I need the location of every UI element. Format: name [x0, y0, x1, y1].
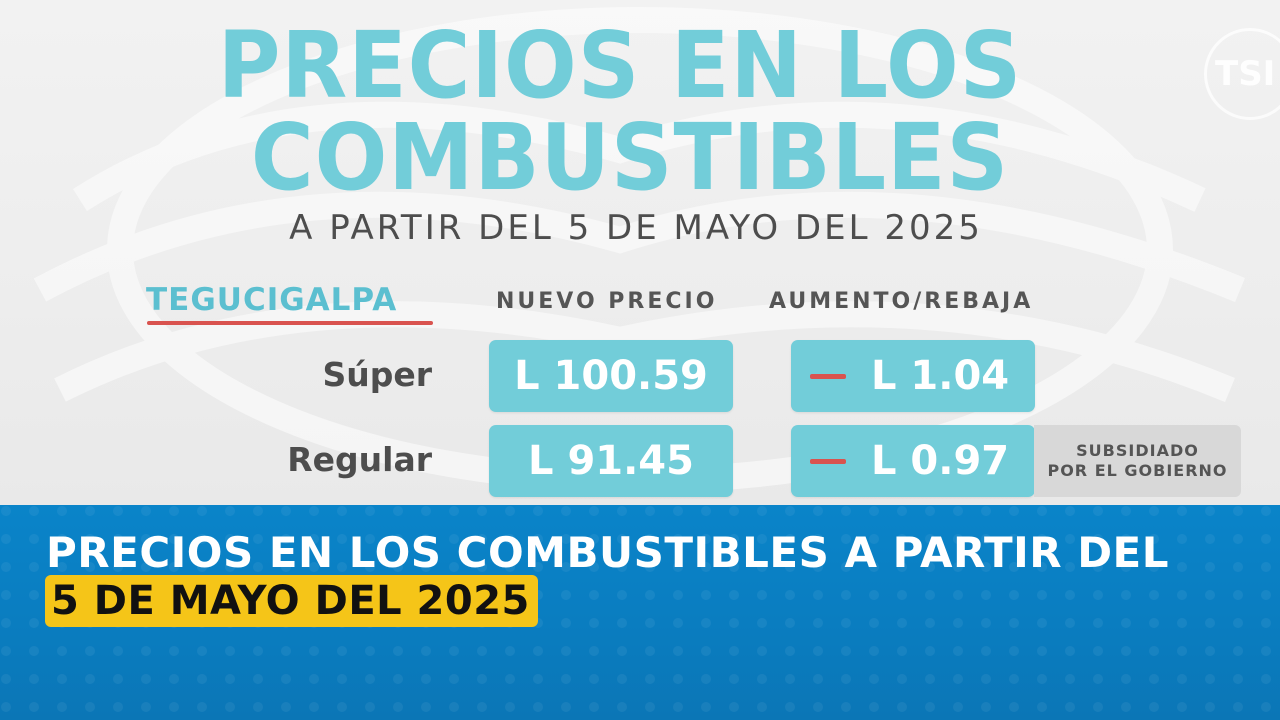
minus-icon	[810, 459, 846, 464]
fuel-label-regular: Regular	[287, 440, 432, 479]
banner-headline-line-1: PRECIOS EN LOS COMBUSTIBLES A PARTIR DEL	[46, 528, 1170, 577]
subsidy-line-2: POR EL GOBIERNO	[1047, 461, 1228, 480]
title-line-2: COMBUSTIBLES	[250, 104, 1010, 211]
change-value-super: L 1.04	[871, 353, 1010, 399]
price-regular: L 91.45	[489, 425, 733, 497]
city-label: TEGUCIGALPA	[146, 282, 398, 318]
subsidy-note: SUBSIDIADO POR EL GOBIERNO	[1034, 425, 1241, 497]
headline-banner: PRECIOS EN LOS COMBUSTIBLES A PARTIR DEL…	[0, 505, 1280, 720]
change-regular: L 0.97	[791, 425, 1035, 497]
city-underline	[147, 321, 433, 325]
subtitle-date: A PARTIR DEL 5 DE MAYO DEL 2025	[289, 208, 983, 248]
price-super: L 100.59	[489, 340, 733, 412]
title-line-1: PRECIOS EN LOS	[217, 12, 1023, 119]
banner-headline-line-2: 5 DE MAYO DEL 2025	[45, 575, 538, 627]
change-value-regular: L 0.97	[871, 438, 1010, 484]
column-header-new-price: NUEVO PRECIO	[496, 289, 718, 314]
change-super: L 1.04	[791, 340, 1035, 412]
fuel-price-slide: TSI PRECIOS EN LOS COMBUSTIBLES A PARTIR…	[0, 0, 1280, 505]
fuel-label-super: Súper	[322, 355, 432, 394]
minus-icon	[810, 374, 846, 379]
channel-logo: TSI	[1204, 28, 1280, 120]
subsidy-line-1: SUBSIDIADO	[1076, 441, 1199, 460]
column-header-change: AUMENTO/REBAJA	[769, 289, 1034, 314]
